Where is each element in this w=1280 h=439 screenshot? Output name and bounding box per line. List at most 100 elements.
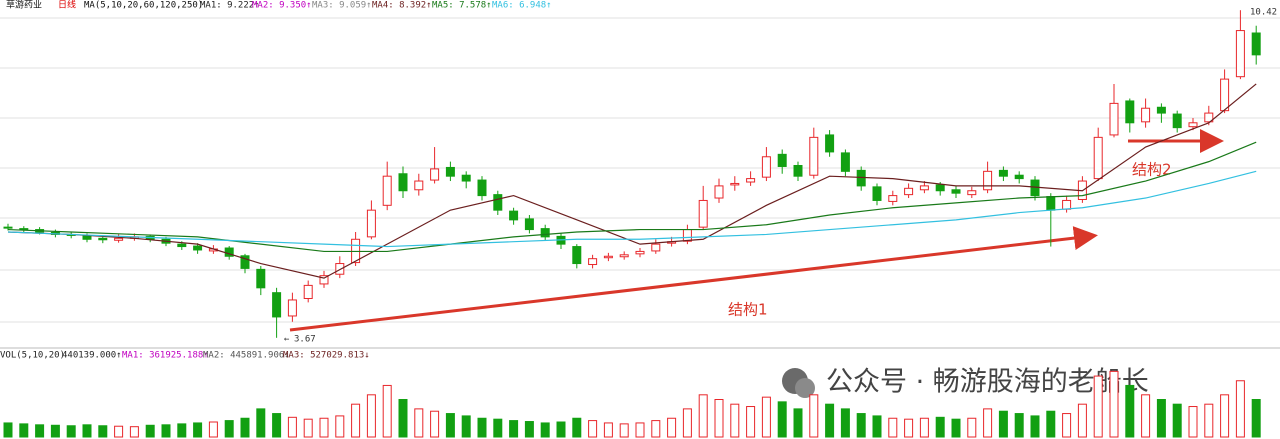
volume-bar [1030,415,1040,438]
volume-bar [509,420,519,438]
indicator: MA4: 8.392↑ [372,1,432,11]
volume-bar [761,396,771,438]
candle-body [1062,199,1072,210]
volume-bar [256,408,266,438]
period: 日线 [58,0,76,11]
candle-body [461,174,471,182]
candle-body [793,165,803,177]
volume-bar [493,418,503,438]
volume-bar [193,422,203,438]
candle-body [1188,122,1198,128]
candle-body [603,255,613,259]
volume-bar [1125,384,1135,438]
volume-bar [335,415,345,438]
volume-bar [35,424,45,438]
volume-bar [777,401,787,438]
candle-body [193,245,203,251]
candle-body [825,134,835,153]
candle-body [635,250,645,255]
candle-body [509,210,519,221]
candle-body [698,199,708,228]
volume-header: MA2: 445891.906↓ [203,351,290,361]
volume-bar [114,425,124,438]
candle-body [1235,30,1245,78]
candle-body [1156,106,1166,114]
candle-body [114,237,124,241]
volume-header: MA1: 361925.188↑ [122,351,209,361]
volume-bar [809,394,819,438]
volume-bar [904,418,914,438]
volume-bar [1109,370,1119,438]
volume-bar [3,422,13,438]
volume-bar [840,408,850,438]
candle-body [572,246,582,265]
volume-bar [414,408,424,438]
volume-bar [477,417,487,438]
candle-body [477,179,487,197]
candle-body [983,170,993,191]
candle-body [1141,107,1151,123]
volume-bar [461,415,471,438]
candle-body [287,299,297,317]
volume-bar [682,408,692,438]
volume-bar [825,403,835,438]
volume-bar [98,425,108,438]
candle-body [872,186,882,201]
annotation: 结构1 [728,301,768,319]
candle-body [382,175,392,206]
candle-body [272,292,282,318]
candle-body [1125,100,1135,124]
candle-body [335,263,345,275]
volume-bar [603,422,613,438]
volume-header: MA3: 527029.813↓ [283,351,370,361]
indicator: MA6: 6.948↑ [492,1,552,11]
candle-body [177,243,187,248]
arrow-glyph: ← [284,335,290,345]
ma-line [7,83,1257,279]
volume-bar [856,413,866,438]
grid [0,17,1280,349]
volume-bar [240,417,250,438]
candle-body [524,218,534,231]
volume-bar [714,399,724,438]
ma-params: MA(5,10,20,60,120,250) [84,1,203,11]
volume-bar [1204,403,1214,438]
chart-title: 草游药业 [6,0,42,11]
volume-bar [1172,403,1182,438]
candle-body [1014,174,1024,180]
volume-bar [1046,410,1056,438]
candle-body [682,229,692,242]
volume-bar [1093,375,1103,438]
candle-body [240,255,250,269]
candle-body [1251,32,1261,56]
volume-bar [319,417,329,438]
candle-body [19,228,29,231]
indicator: MA2: 9.350↑ [252,1,312,11]
candle-body [588,258,598,266]
volume-bar [746,406,756,438]
indicator: MA5: 7.578↑ [432,1,492,11]
volume-bar [19,423,29,438]
candle-body [414,180,424,191]
candle-body [888,195,898,202]
volume-bar [698,394,708,438]
volume-bar [398,399,408,438]
volume-bar [619,423,629,438]
candle-body [761,156,771,178]
candle-body [935,184,945,192]
candle-body [366,209,376,238]
volume-bar [1251,399,1261,438]
annotation: 结构2 [1132,161,1172,179]
volume-bar [919,417,929,438]
volume-bar [177,423,187,438]
volume-bar [793,408,803,438]
arrow [289,226,1098,332]
volume-bar [967,417,977,438]
volume-bar [366,394,376,438]
volume-bar [287,416,297,438]
volume-bar [556,421,566,438]
candle-body [1172,113,1182,129]
volume-bar [1235,380,1245,438]
volume-bar [667,417,677,438]
